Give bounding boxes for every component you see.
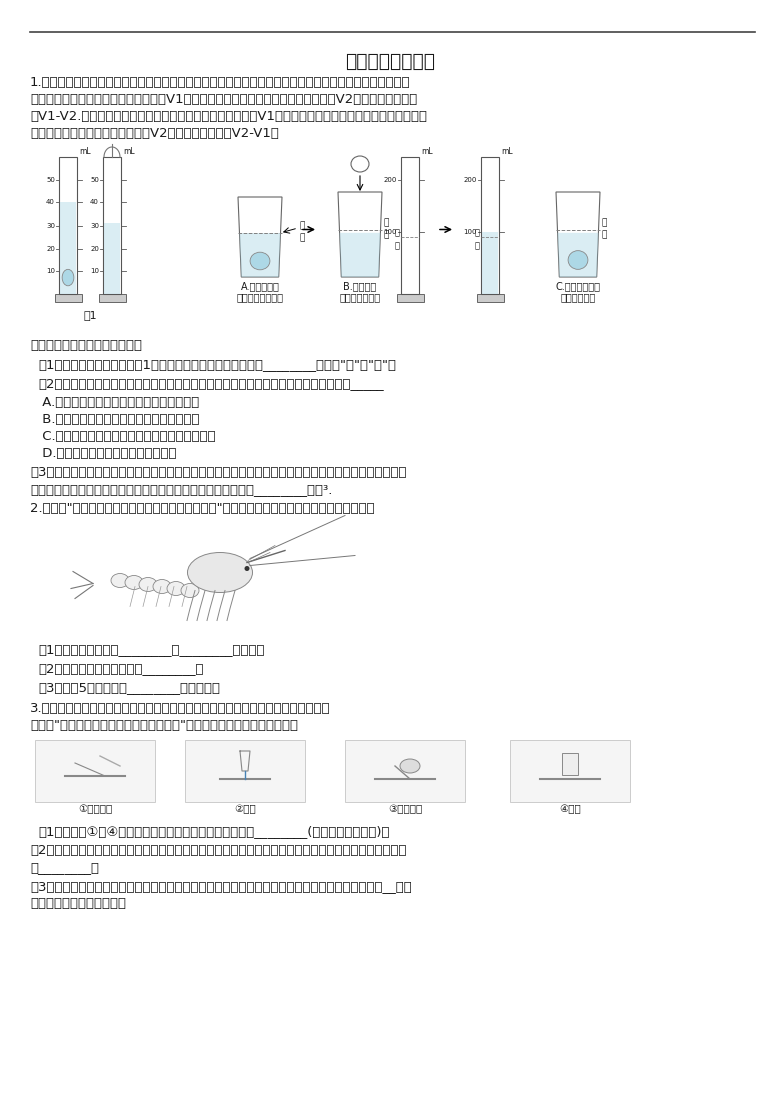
Text: 实验探究题（三）: 实验探究题（三） — [345, 52, 435, 71]
Text: 为V1-V2.乙同学是先在量筒里注入适量的水，记下水的体积V1，然后轻轻放入石块，使量筒里的水完全浸: 为V1-V2.乙同学是先在量筒里注入适量的水，记下水的体积V1，然后轻轻放入石块… — [30, 110, 427, 124]
Text: （1）将图中①～④实验步骤按正确的操作顺序进行排序：________(用序号和箭头表示)。: （1）将图中①～④实验步骤按正确的操作顺序进行排序：________(用序号和箭… — [38, 825, 389, 838]
Text: B.取出矿石: B.取出矿石 — [343, 281, 377, 291]
Ellipse shape — [250, 253, 270, 270]
Text: A.注入一定量水后俯视读数，其余读数正确: A.注入一定量水后俯视读数，其余读数正确 — [38, 396, 199, 409]
Text: 100: 100 — [463, 229, 477, 235]
Ellipse shape — [62, 269, 74, 286]
Bar — [103, 157, 121, 295]
Bar — [396, 295, 424, 302]
Text: 30: 30 — [90, 223, 99, 228]
Text: ①盖盖玻片: ①盖盖玻片 — [78, 804, 112, 814]
Polygon shape — [338, 192, 382, 277]
Bar — [482, 233, 498, 295]
Text: 20: 20 — [46, 246, 55, 251]
Text: （2）小明用低倍镜观察人体口腔上皮细胞临时装片时，发现物像较为模糊，此时他应该调节显微镜结构中: （2）小明用低倍镜观察人体口腔上皮细胞临时装片时，发现物像较为模糊，此时他应该调… — [30, 844, 406, 857]
Text: 50: 50 — [46, 178, 55, 183]
Bar — [60, 202, 76, 295]
Ellipse shape — [187, 553, 253, 592]
Ellipse shape — [568, 250, 588, 269]
Text: mL: mL — [501, 147, 512, 156]
Text: （准备补充水）: （准备补充水） — [339, 292, 381, 302]
Text: （3）小明在实验室里测量一块形状不规则、体积较大的矿石的体积，因矿石体积较大，放不进量筒，因此: （3）小明在实验室里测量一块形状不规则、体积较大的矿石的体积，因矿石体积较大，放… — [30, 465, 406, 479]
Text: 入杯中至标记: 入杯中至标记 — [560, 292, 596, 302]
Text: 40: 40 — [46, 200, 55, 205]
Text: 1.甲、乙两同学分别用量筒测量一个小石块的体积。甲同学的做法是先将石块置于量筒中，同时往量筒中注: 1.甲、乙两同学分别用量筒测量一个小石块的体积。甲同学的做法是先将石块置于量筒中… — [30, 76, 410, 89]
Text: 标
记: 标 记 — [395, 228, 400, 250]
Text: D.捆绑小石块的绳太粗，读数均正确: D.捆绑小石块的绳太粗，读数均正确 — [38, 447, 176, 460]
Text: （3）虾有5对游泳足和________对步行足。: （3）虾有5对游泳足和________对步行足。 — [38, 681, 220, 694]
Text: 图1: 图1 — [83, 310, 97, 320]
Text: 的________。: 的________。 — [30, 861, 99, 874]
Text: B.待小石块浸没后仰视读数；其余读数正确: B.待小石块浸没后仰视读数；其余读数正确 — [38, 413, 200, 426]
Text: mL: mL — [79, 147, 90, 156]
Text: （1）河虾的身体分为________和________两部分；: （1）河虾的身体分为________和________两部分； — [38, 643, 264, 656]
Text: ④准备: ④准备 — [559, 804, 581, 814]
Text: 没石块，记下此时水及石块的体积V2计算石块的体积为V2-V1。: 没石块，记下此时水及石块的体积V2计算石块的体积为V2-V1。 — [30, 127, 279, 140]
Ellipse shape — [181, 583, 199, 598]
Text: C.将量筒中水倒: C.将量筒中水倒 — [555, 281, 601, 291]
Text: mL: mL — [123, 147, 135, 156]
Text: 100: 100 — [384, 229, 397, 235]
Polygon shape — [556, 192, 600, 277]
Text: （2）实验后两同学对测量结果进行了讨论，以下操作属于导致乙同学测量结果偏小的是_____: （2）实验后两同学对测量结果进行了讨论，以下操作属于导致乙同学测量结果偏小的是_… — [38, 377, 384, 390]
Bar — [35, 740, 155, 802]
Text: 入水，使水全部浸没石块记下水的体积V1，然后取出石块，记下取出石块后水的体积V2，计算石块的体积: 入水，使水全部浸没石块记下水的体积V1，然后取出石块，记下取出石块后水的体积V2… — [30, 93, 417, 106]
Text: 3.熟练地使用显微镜是学习科学的基本技能之一，制作装片是显微观察的重要手段。: 3.熟练地使用显微镜是学习科学的基本技能之一，制作装片是显微观察的重要手段。 — [30, 702, 331, 715]
Ellipse shape — [351, 156, 369, 172]
Text: 40: 40 — [90, 200, 99, 205]
Text: ③放置表皮: ③放置表皮 — [388, 804, 422, 814]
Text: 20: 20 — [90, 246, 99, 251]
Text: 200: 200 — [463, 178, 477, 183]
Ellipse shape — [153, 579, 171, 593]
Text: mL: mL — [421, 147, 433, 156]
Text: 标
记: 标 记 — [299, 221, 304, 243]
Text: 他利用一只烧杯，如下图所示方法进行测量，那么矿石的体积是________厘米³.: 他利用一只烧杯，如下图所示方法进行测量，那么矿石的体积是________厘米³. — [30, 483, 332, 496]
Bar — [345, 740, 465, 802]
Text: 30: 30 — [46, 223, 55, 228]
Text: 10: 10 — [46, 268, 55, 274]
Text: A.加水到标志: A.加水到标志 — [240, 281, 279, 291]
Bar — [477, 295, 504, 302]
Text: ②染色: ②染色 — [234, 804, 256, 814]
Bar — [562, 753, 578, 775]
Text: 标
记: 标 记 — [602, 218, 608, 239]
Bar — [481, 157, 499, 295]
Text: （3）正确地盖盖玻片是成功制作临时装片的关键。如图所示制作临时装片时最不容易出现气泡的是__（箭: （3）正确地盖盖玻片是成功制作临时装片的关键。如图所示制作临时装片时最不容易出现… — [30, 880, 412, 893]
Ellipse shape — [244, 566, 250, 571]
Bar — [98, 295, 126, 302]
Text: 标
记: 标 记 — [384, 218, 389, 239]
Text: 10: 10 — [90, 268, 99, 274]
Ellipse shape — [125, 576, 143, 589]
Text: C.在浸入小石块时不慎有水滴溅出，读数均正确: C.在浸入小石块时不慎有水滴溅出，读数均正确 — [38, 430, 215, 443]
Text: 200: 200 — [384, 178, 397, 183]
Text: 50: 50 — [90, 178, 99, 183]
Polygon shape — [558, 233, 598, 277]
Text: （2）虾身体有外壳，功能是________；: （2）虾身体有外壳，功能是________； — [38, 662, 204, 675]
Bar — [55, 295, 81, 302]
Polygon shape — [339, 233, 381, 277]
Text: 比较这两种方法回答下列问题：: 比较这两种方法回答下列问题： — [30, 339, 142, 352]
Bar — [510, 740, 630, 802]
Bar — [59, 157, 77, 295]
Ellipse shape — [400, 759, 420, 773]
Bar — [185, 740, 305, 802]
Text: 标
记: 标 记 — [475, 228, 480, 250]
Bar — [401, 157, 419, 295]
Polygon shape — [238, 197, 282, 277]
Text: 如图是"制作洋葱鳞片叶表皮细胞临时装片"实验的操作步骤，请据图回答：: 如图是"制作洋葱鳞片叶表皮细胞临时装片"实验的操作步骤，请据图回答： — [30, 719, 298, 732]
Ellipse shape — [167, 581, 185, 596]
Ellipse shape — [139, 578, 157, 591]
Polygon shape — [239, 233, 281, 277]
Text: 头代表盖盖玻片的方向）。: 头代表盖盖玻片的方向）。 — [30, 897, 126, 910]
Text: 2.在做了"观察虾的形态结构及其对水生环境的适应"实验后，小科完成了下列有关河虾的问题：: 2.在做了"观察虾的形态结构及其对水生环境的适应"实验后，小科完成了下列有关河虾… — [30, 502, 374, 515]
Text: （1）为了使实验结果（如图1所示）更准确你将选择哪种方法________。（填"甲"或"乙"）: （1）为了使实验结果（如图1所示）更准确你将选择哪种方法________。（填"… — [38, 358, 396, 371]
Bar — [104, 223, 120, 295]
Text: （矿石浸没水中）: （矿石浸没水中） — [236, 292, 283, 302]
Ellipse shape — [111, 574, 129, 588]
